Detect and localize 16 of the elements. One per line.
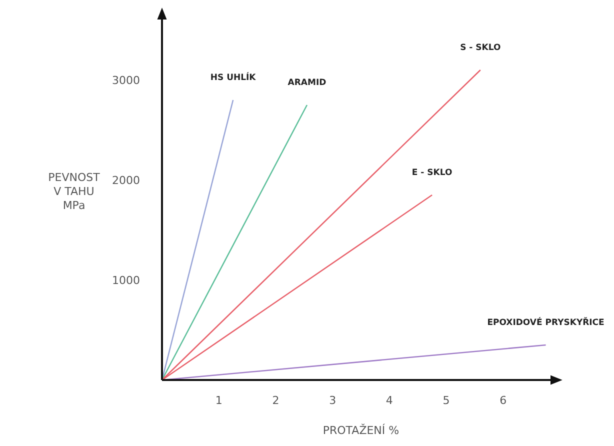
x-tick-label: 5 bbox=[442, 394, 450, 407]
x-tick-label: 2 bbox=[272, 394, 280, 407]
x-tick-label: 4 bbox=[386, 394, 393, 407]
y-tick-label: 2000 bbox=[112, 174, 140, 187]
x-tick-label: 3 bbox=[329, 394, 336, 407]
x-tick-label: 6 bbox=[500, 394, 507, 407]
text: EPOXIDOVÉ PRYSKYŘICE bbox=[487, 317, 605, 328]
y-tick-label: 1000 bbox=[112, 274, 140, 287]
text: S - SKLO bbox=[460, 43, 501, 53]
x-axis-title: PROTAŽENÍ % bbox=[322, 423, 400, 437]
y-axis-title: PEVNOST V TAHU MPa bbox=[48, 171, 100, 212]
text: ARAMID bbox=[288, 78, 326, 88]
text: E - SKLO bbox=[412, 168, 452, 178]
text: HS UHLÍK bbox=[210, 72, 256, 83]
x-tick-label: 1 bbox=[215, 394, 222, 407]
y-tick-label: 3000 bbox=[112, 74, 140, 87]
